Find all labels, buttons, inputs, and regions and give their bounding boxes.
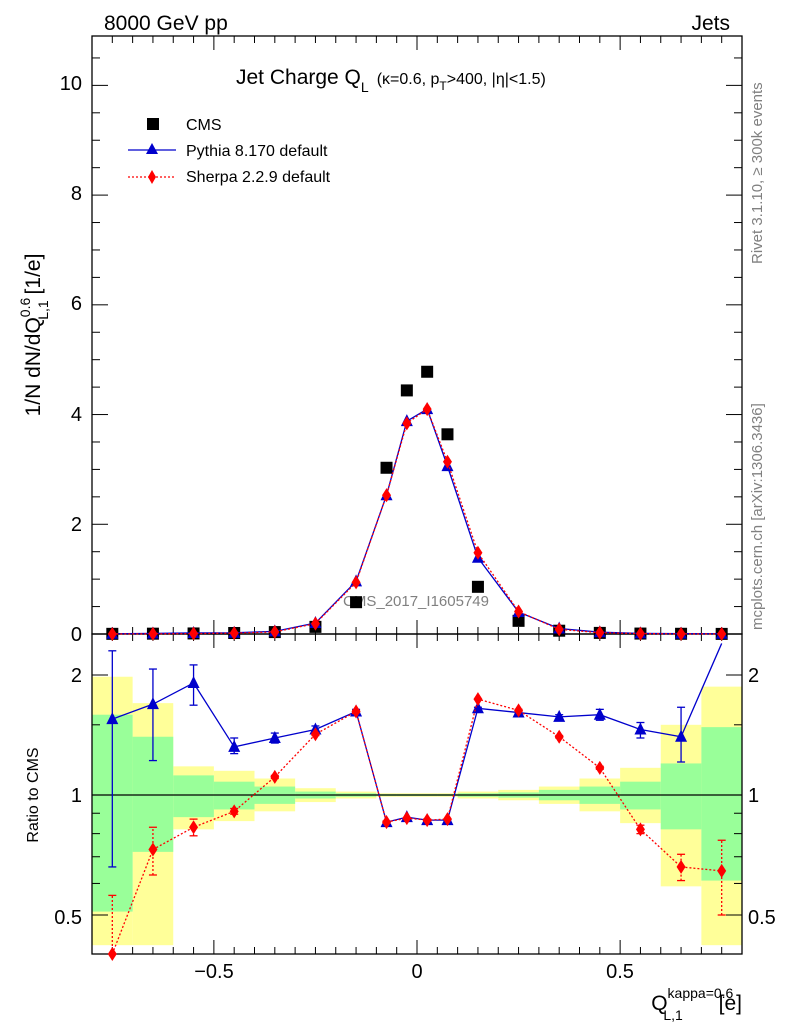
- main-data-point: [717, 626, 727, 641]
- ratio-data-point: [229, 804, 239, 819]
- main-y-tick-label: 6: [71, 293, 82, 315]
- x-axis-label: Qkappa=0.6 L,1 [e]: [651, 985, 742, 1023]
- ratio-data-point: [554, 729, 564, 744]
- main-data-point: [270, 624, 280, 639]
- main-data-point: [351, 575, 361, 590]
- main-data-point: [421, 365, 434, 378]
- ratio-bands: [92, 676, 742, 946]
- ratio-y-tick-label-right: 2: [748, 665, 759, 687]
- legend: CMS Pythia 8.170 default Sherpa 2.2.9 de…: [128, 117, 331, 186]
- x-tick-labels: −0.5 0 0.5: [194, 961, 634, 983]
- main-data-point: [514, 604, 524, 619]
- main-data-point: [350, 596, 363, 609]
- main-data-point: [400, 384, 413, 397]
- ratio-data-point: [595, 760, 605, 775]
- legend-cms-marker: [147, 118, 159, 130]
- ratio-y-tick-label-left: 2: [71, 665, 82, 687]
- ratio-data-point: [146, 697, 159, 710]
- main-y-tick-label: 4: [71, 404, 82, 426]
- main-y-tick-labels: 0 2 4 6 8 10: [60, 73, 82, 646]
- legend-pythia-label: Pythia 8.170 default: [186, 143, 328, 160]
- main-data-point: [380, 461, 393, 474]
- ratio-data-point: [442, 812, 452, 827]
- main-y-tick-label: 0: [71, 624, 82, 646]
- main-data-point: [676, 626, 686, 641]
- ratio-data-point: [675, 729, 688, 742]
- main-y-tick-label: 10: [60, 73, 82, 95]
- ratio-data-point: [676, 859, 686, 874]
- ratio-data-point: [228, 739, 241, 752]
- ratio-data-point: [107, 947, 117, 961]
- main-data-point: [422, 402, 432, 417]
- main-data-point: [189, 626, 199, 641]
- ratio-plot-data: [106, 643, 727, 961]
- ratio-y-axis-label: Ratio to CMS: [25, 747, 42, 842]
- ratio-data-point: [351, 704, 361, 719]
- ratio-data-point: [189, 820, 199, 835]
- ratio-band-inner-bin: [173, 775, 214, 818]
- main-data-point: [554, 622, 564, 637]
- main-data-point: [512, 614, 525, 627]
- main-data-point: [382, 488, 392, 503]
- main-y-tick-label: 8: [71, 183, 82, 205]
- ratio-y-tick-label-left: 1: [71, 785, 82, 807]
- ratio-y-tick-label-left: 0.5: [54, 907, 82, 929]
- main-data-point: [229, 626, 239, 641]
- ratio-data-point: [148, 842, 158, 857]
- ratio-data-point: [422, 813, 432, 828]
- ratio-data-point: [553, 709, 566, 722]
- ratio-band-inner-bin: [660, 763, 702, 830]
- ratio-data-point: [593, 707, 606, 720]
- ratio-data-point: [268, 730, 281, 743]
- analysis-watermark: CMS_2017_I1605749: [343, 593, 489, 610]
- ratio-data-point: [717, 863, 727, 878]
- ratio-series-line: [112, 643, 723, 823]
- main-data-point: [402, 416, 412, 431]
- main-data-point: [148, 626, 158, 641]
- main-data-point: [595, 625, 605, 640]
- ratio-y-tick-labels: 0.5 1 2 0.5 1 2: [54, 665, 776, 929]
- ratio-data-point: [187, 675, 200, 688]
- x-tick-label: −0.5: [194, 961, 233, 983]
- ratio-data-point: [402, 811, 412, 826]
- main-data-point: [442, 454, 452, 469]
- main-plot-data: [106, 365, 728, 641]
- ratio-y-tick-label-right: 1: [748, 785, 759, 807]
- ratio-data-point: [382, 815, 392, 830]
- main-data-point: [310, 616, 320, 631]
- ratio-data-point: [514, 703, 524, 718]
- legend-sherpa-label: Sherpa 2.2.9 default: [186, 169, 331, 186]
- ratio-series-0: [106, 643, 723, 868]
- main-y-axis-label: 1/N dN/dQ0.6 L,1 [1/e]: [17, 254, 51, 417]
- ratio-data-point: [270, 769, 280, 784]
- legend-cms-label: CMS: [186, 117, 222, 134]
- legend-sherpa-marker: [148, 170, 156, 184]
- energy-label: 8000 GeV pp: [104, 12, 228, 35]
- mcplots-label: mcplots.cern.ch [arXiv:1306.3436]: [749, 403, 766, 630]
- x-tick-label: 0.5: [606, 961, 634, 983]
- ratio-data-point: [310, 727, 320, 742]
- main-data-point: [441, 428, 454, 441]
- ratio-series-1: [107, 692, 727, 961]
- x-tick-label: 0: [411, 961, 422, 983]
- ratio-data-point: [106, 712, 119, 725]
- ratio-data-point: [473, 692, 483, 707]
- jets-label: Jets: [691, 12, 730, 35]
- main-data-point: [107, 626, 117, 641]
- plot-title: Jet Charge QL (κ=0.6, pT>400, |η|<1.5): [236, 66, 546, 95]
- ratio-data-point: [635, 822, 645, 837]
- legend-pythia-marker: [146, 143, 158, 154]
- main-series-line-2: [112, 408, 722, 635]
- main-data-point: [473, 545, 483, 560]
- main-y-tick-label: 2: [71, 514, 82, 536]
- rivet-version-label: Rivet 3.1.10, ≥ 300k events: [749, 82, 766, 264]
- ratio-data-point: [634, 722, 647, 735]
- main-data-point: [635, 626, 645, 641]
- ratio-y-tick-label-right: 0.5: [748, 907, 776, 929]
- main-data-point: [471, 580, 484, 593]
